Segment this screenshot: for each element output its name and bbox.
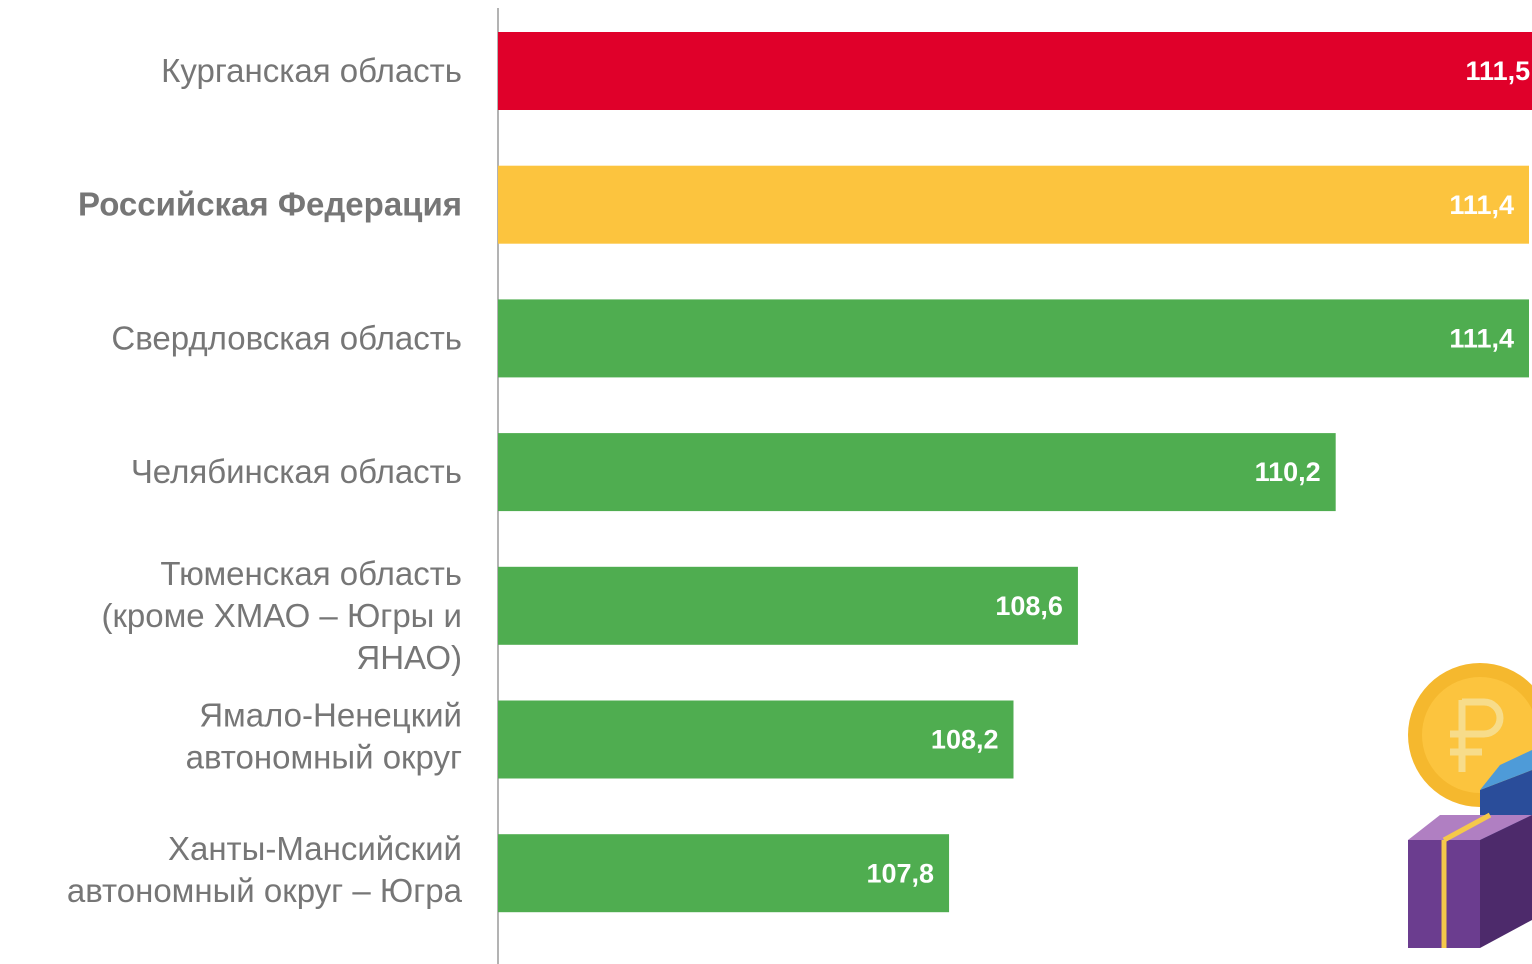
- bar: [498, 567, 1078, 645]
- category-label-line: Российская Федерация: [78, 186, 462, 223]
- value-label: 111,4: [1449, 190, 1514, 220]
- bar: [498, 166, 1529, 244]
- category-label-line: (кроме ХМАО – Югры и: [101, 597, 462, 634]
- category-label: Тюменская область (кроме ХМАО – Югры и ЯНА…: [101, 555, 462, 676]
- decoration-icon: [1408, 663, 1532, 948]
- bar: [498, 299, 1529, 377]
- bar: [498, 32, 1532, 110]
- value-label: 111,4: [1449, 324, 1514, 354]
- value-label: 111,5: [1466, 56, 1531, 86]
- category-label-line: Свердловская область: [111, 319, 462, 356]
- bar: [498, 433, 1336, 511]
- page: Курганская область 111,5 Российская Федера…: [0, 0, 1532, 964]
- category-label-line: Тюменская область: [160, 555, 462, 592]
- category-label-line: Челябинская область: [131, 453, 462, 490]
- category-label-line: Ханты-Мансийский: [168, 830, 462, 867]
- chart: Курганская область 111,5 Российская Федера…: [0, 0, 1532, 964]
- category-label: Челябинская область: [131, 453, 462, 490]
- value-label: 110,2: [1255, 457, 1321, 487]
- category-label-line: Курганская область: [161, 52, 462, 89]
- category-label: Свердловская область: [111, 319, 462, 356]
- category-label-line: автономный округ – Югра: [67, 872, 463, 909]
- category-label-line: ЯНАО): [356, 639, 462, 676]
- value-label: 107,8: [866, 858, 934, 888]
- value-label: 108,2: [931, 725, 999, 755]
- category-label-line: автономный округ: [186, 739, 462, 776]
- value-label: 108,6: [995, 591, 1063, 621]
- category-label: Российская Федерация: [78, 186, 462, 223]
- category-label: Ханты-Мансийский автономный округ – Югра: [67, 830, 463, 909]
- category-label: Курганская область: [161, 52, 462, 89]
- category-label-line: Ямало-Ненецкий: [199, 697, 462, 734]
- category-label: Ямало-Ненецкий автономный округ: [186, 697, 462, 776]
